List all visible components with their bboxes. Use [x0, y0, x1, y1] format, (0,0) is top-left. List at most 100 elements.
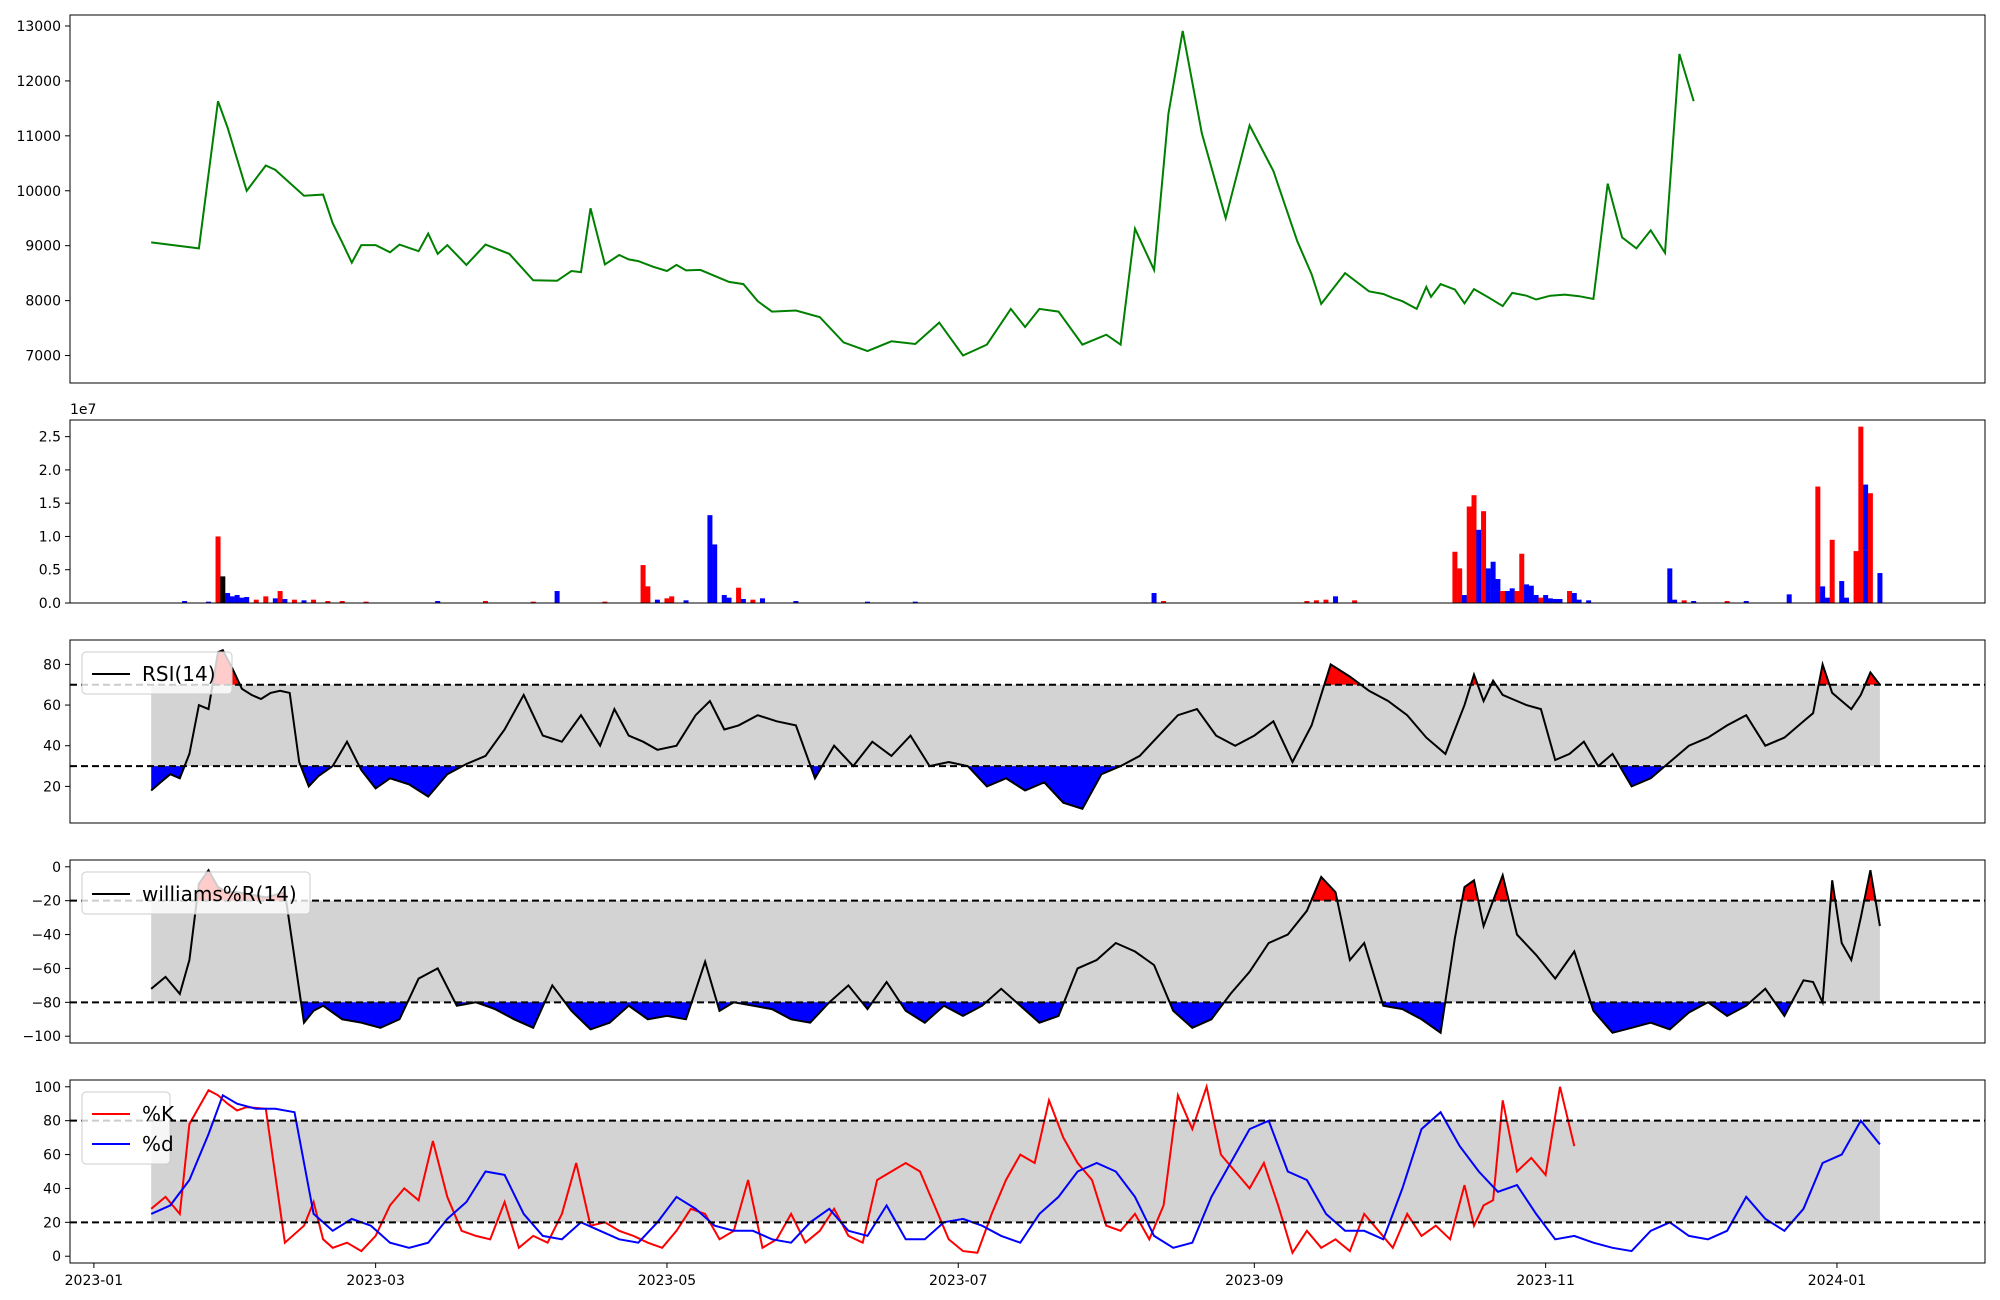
price-ytick-label: 11000 [16, 129, 61, 145]
axes-frame [69, 639, 1986, 824]
williams-ytick-label: −100 [23, 1029, 61, 1045]
williams-overbought-fill [1462, 880, 1478, 901]
volume-bar [726, 597, 732, 603]
volume-scale-label: 1e7 [70, 402, 96, 418]
rsi-oversold-fill [811, 766, 821, 779]
williams-overbought-fill [1311, 876, 1337, 901]
stoch-ytick-label: 100 [34, 1080, 61, 1096]
price-ytick-label: 9000 [25, 239, 61, 255]
rsi-oversold-fill [1620, 766, 1664, 787]
legend-box [81, 651, 233, 695]
volume-bar [1820, 586, 1826, 603]
legend-label: williams%R(14) [142, 882, 297, 906]
volume-bar [1557, 599, 1563, 603]
williams-ytick-label: 0 [52, 860, 61, 876]
legend-label: %d [142, 1132, 174, 1156]
volume-bar [229, 596, 235, 603]
volume-bar [1466, 506, 1472, 603]
legend-label: RSI(14) [142, 662, 216, 686]
volume-bar [1824, 597, 1830, 603]
williams-overbought-fill [1494, 875, 1509, 901]
williams-oversold-fill [1591, 1002, 1707, 1033]
rsi-overbought-fill [1819, 664, 1829, 685]
volume-bar [554, 591, 560, 603]
rsi-ytick-label: 60 [43, 698, 61, 714]
williams-oversold-fill [735, 1002, 829, 1023]
volume-bar [1571, 593, 1577, 603]
axes-frame [69, 1079, 1986, 1264]
x-tick-label: 2023-11 [1516, 1273, 1575, 1289]
volume-bar [1877, 573, 1883, 603]
volume-bar [750, 599, 756, 603]
stochastic-panel: 0 20 40 60 80 100 %K %d [34, 1079, 1986, 1265]
x-tick-label: 2023-07 [929, 1273, 988, 1289]
volume-bar [1672, 599, 1678, 603]
volume-bar [1543, 595, 1549, 603]
volume-bar [664, 598, 670, 603]
volume-bar [1538, 597, 1544, 603]
volume-bar [669, 596, 675, 603]
volume-bar [339, 601, 345, 603]
volume-bar [793, 601, 799, 603]
stoch-band [151, 1120, 1880, 1223]
x-axis: 2023-01 2023-03 2023-05 2023-07 2023-09 2023-… [65, 1263, 1866, 1289]
volume-bar [683, 600, 689, 603]
volume-bar [1524, 584, 1530, 603]
volume-bar [654, 599, 660, 603]
volume-bar [1858, 426, 1864, 603]
volume-bar [1743, 601, 1749, 603]
volume-bar [1547, 598, 1553, 603]
rsi-oversold-fill [151, 766, 184, 791]
volume-bar [1485, 568, 1491, 603]
volume-bar [205, 601, 211, 603]
rsi-ytick-label: 80 [43, 657, 61, 673]
volume-bar [740, 599, 746, 603]
legend-box [81, 1091, 171, 1165]
williams-oversold-fill [900, 1002, 986, 1023]
volume-bar [1552, 599, 1558, 603]
price-ytick-label: 8000 [25, 294, 61, 310]
rsi-overbought-fill [1324, 664, 1361, 685]
legend-box [81, 871, 311, 915]
volume-bar [363, 601, 369, 603]
x-tick-label: 2023-03 [346, 1273, 405, 1289]
volume-bar [1815, 486, 1821, 603]
rsi-band [151, 684, 1880, 767]
williams-oversold-fill [1709, 1002, 1750, 1016]
volume-ytick-label: 0.0 [39, 596, 61, 612]
volume-bar [1461, 595, 1467, 603]
volume-bar [1519, 553, 1525, 603]
volume-bar [1476, 529, 1482, 603]
axes-frame [69, 14, 1986, 384]
stoch-ytick-label: 40 [43, 1181, 61, 1197]
volume-bar [912, 601, 918, 603]
volume-bar [291, 599, 297, 603]
williams-band [151, 900, 1880, 1003]
volume-bar [182, 601, 188, 603]
volume-bar [1514, 591, 1520, 603]
price-ytick-label: 7000 [25, 349, 61, 365]
volume-bar [225, 593, 231, 603]
volume-bar [1844, 597, 1850, 603]
volume-bar [1323, 599, 1329, 603]
volume-bar [325, 601, 331, 603]
williams-overbought-fill [1864, 870, 1876, 901]
rsi-ytick-label: 40 [43, 739, 61, 755]
rsi-ytick-label: 20 [43, 779, 61, 795]
stoch-ytick-label: 0 [52, 1249, 61, 1265]
volume-bar [1471, 495, 1477, 603]
volume-bar [1504, 591, 1510, 603]
volume-bar [1863, 484, 1869, 603]
williams-oversold-fill [565, 1002, 691, 1030]
williams-line [150, 868, 1881, 1035]
williams-ytick-label: −60 [31, 961, 61, 977]
williams-r-panel: 0 −20 −40 −60 −80 −100 williams%R(14) [23, 859, 1986, 1045]
volume-ytick-label: 1.5 [39, 496, 61, 512]
rsi-oversold-fill [969, 766, 1120, 809]
williams-oversold-fill [1383, 1002, 1445, 1033]
rsi-panel: 20 40 60 80 RSI(14) [43, 639, 1986, 824]
rsi-overbought-fill [1865, 672, 1879, 685]
volume-bar [1586, 600, 1592, 603]
volume-bar [282, 599, 288, 603]
